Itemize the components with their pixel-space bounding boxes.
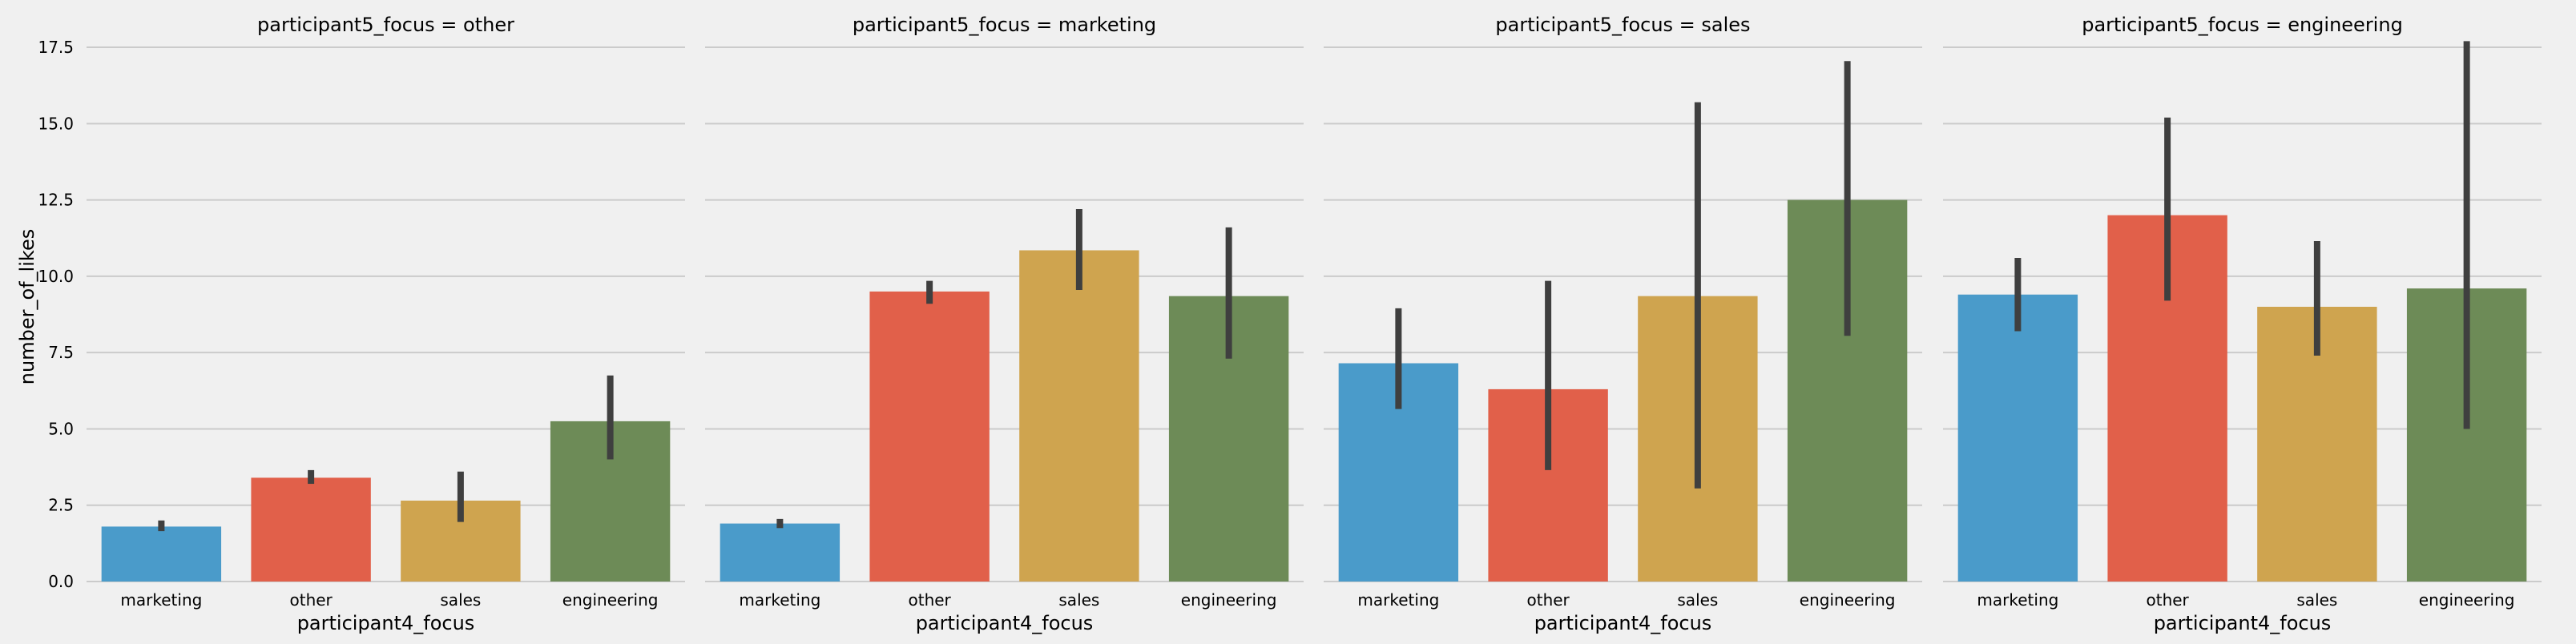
bar-marketing — [1957, 294, 2078, 582]
x-tick-label: engineering — [1181, 590, 1277, 610]
x-tick-label: other — [1526, 590, 1570, 610]
x-tick-label: sales — [2296, 590, 2337, 610]
x-tick-label: other — [908, 590, 951, 610]
panel-title: participant5_focus = sales — [1495, 14, 1750, 36]
bar-sales — [1019, 250, 1139, 582]
bar-marketing — [101, 526, 222, 582]
x-tick-label: sales — [440, 590, 481, 610]
bar-other — [869, 291, 990, 582]
bar-marketing — [720, 523, 841, 582]
x-axis-label: participant4_focus — [297, 612, 475, 634]
x-tick-label: engineering — [1800, 590, 1896, 610]
x-axis-label: participant4_focus — [1534, 612, 1712, 634]
x-tick-label: sales — [1058, 590, 1099, 610]
x-axis-label: participant4_focus — [916, 612, 1094, 634]
y-tick-label: 10.0 — [38, 267, 74, 286]
panel-title: participant5_focus = other — [257, 14, 514, 36]
y-axis-label: number_of_likes — [16, 229, 38, 384]
x-tick-label: sales — [1677, 590, 1718, 610]
y-tick-label: 15.0 — [38, 114, 74, 133]
bar-other — [251, 477, 371, 582]
y-tick-label: 0.0 — [48, 572, 74, 591]
panel-title: participant5_focus = marketing — [853, 14, 1156, 36]
y-tick-label: 17.5 — [38, 38, 74, 57]
x-tick-label: marketing — [1977, 590, 2058, 610]
y-tick-label: 2.5 — [48, 496, 74, 515]
y-tick-label: 12.5 — [38, 191, 74, 210]
x-tick-label: engineering — [2419, 590, 2515, 610]
x-tick-label: other — [289, 590, 333, 610]
y-tick-label: 7.5 — [48, 343, 74, 362]
x-tick-label: marketing — [1357, 590, 1439, 610]
x-axis-label: participant4_focus — [2154, 612, 2332, 634]
x-tick-label: other — [2146, 590, 2189, 610]
y-tick-label: 5.0 — [48, 419, 74, 438]
x-tick-label: engineering — [562, 590, 659, 610]
x-tick-label: marketing — [120, 590, 202, 610]
panel-title: participant5_focus = engineering — [2082, 14, 2403, 36]
x-tick-label: marketing — [739, 590, 820, 610]
